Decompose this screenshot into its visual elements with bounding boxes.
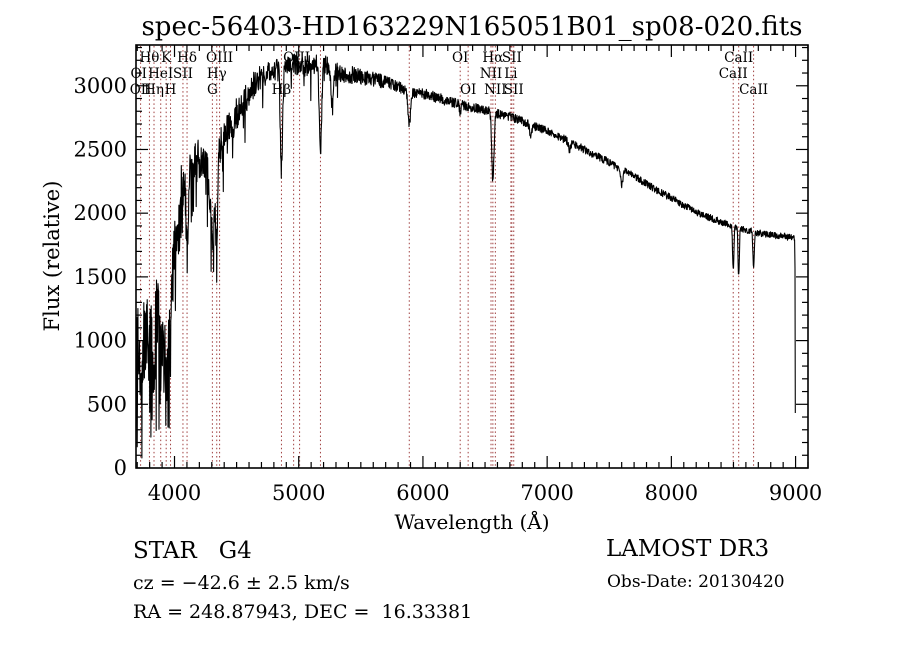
spectral-line-label: NII [484, 82, 506, 98]
spectral-line-label: CaII [724, 50, 753, 66]
spectral-line-label: K [161, 50, 172, 66]
spectral-line-label: SII [502, 50, 522, 66]
object-class-annotation: STAR G4 [133, 538, 252, 564]
survey-release-annotation: LAMOST DR3 [606, 536, 770, 562]
spectral-line-label: OIII [206, 50, 233, 66]
spectral-line-label: OI [452, 50, 468, 66]
x-tick-label: 7000 [520, 481, 573, 505]
spectral-line-label: Hδ [177, 50, 197, 66]
x-tick-label: 4000 [148, 481, 201, 505]
spectral-line-label: Hγ [207, 66, 227, 82]
spectral-line-label: CaII [719, 66, 748, 82]
spectral-line-label: Hα [482, 50, 503, 66]
plot-title: spec-56403-HD163229N165051B01_sp08-020.f… [141, 12, 803, 42]
spectral-line-label: HeI [148, 66, 173, 82]
y-tick-label: 1500 [74, 265, 127, 289]
spectral-line-label: NII [480, 66, 502, 82]
spectral-line-label: CaII [739, 82, 768, 98]
spectral-line-label: Hθ [139, 50, 159, 66]
x-tick-label: 5000 [272, 481, 325, 505]
y-tick-label: 0 [114, 456, 127, 480]
spectral-line-label: Li [504, 66, 518, 82]
spectral-line-label: H [165, 82, 177, 98]
y-tick-label: 500 [87, 392, 127, 416]
spectral-line-label: Hβ [272, 82, 292, 98]
spectral-line-label: G [207, 82, 218, 98]
spectral-line-label: SII [504, 82, 524, 98]
spectral-line-label: Hη [144, 82, 164, 98]
spectrum-curve [135, 53, 796, 459]
coordinates-annotation: RA = 248.87943, DEC = 16.33381 [133, 601, 473, 623]
spectral-line-label: OI [460, 82, 476, 98]
plot-frame [135, 44, 809, 469]
obs-date-annotation: Obs-Date: 20130420 [607, 572, 785, 592]
x-tick-label: 9000 [769, 481, 822, 505]
x-tick-label: 6000 [396, 481, 449, 505]
spectral-line-label: SII [173, 66, 193, 82]
y-tick-label: 2500 [74, 137, 127, 161]
y-tick-label: 3000 [74, 74, 127, 98]
y-tick-label: 2000 [74, 201, 127, 225]
spectral-line-label: OI [131, 66, 147, 82]
x-tick-label: 8000 [645, 481, 698, 505]
y-tick-label: 1000 [74, 329, 127, 353]
radial-velocity-annotation: cz = −42.6 ± 2.5 km/s [133, 572, 350, 594]
x-axis-label: Wavelength (Å) [394, 510, 550, 534]
